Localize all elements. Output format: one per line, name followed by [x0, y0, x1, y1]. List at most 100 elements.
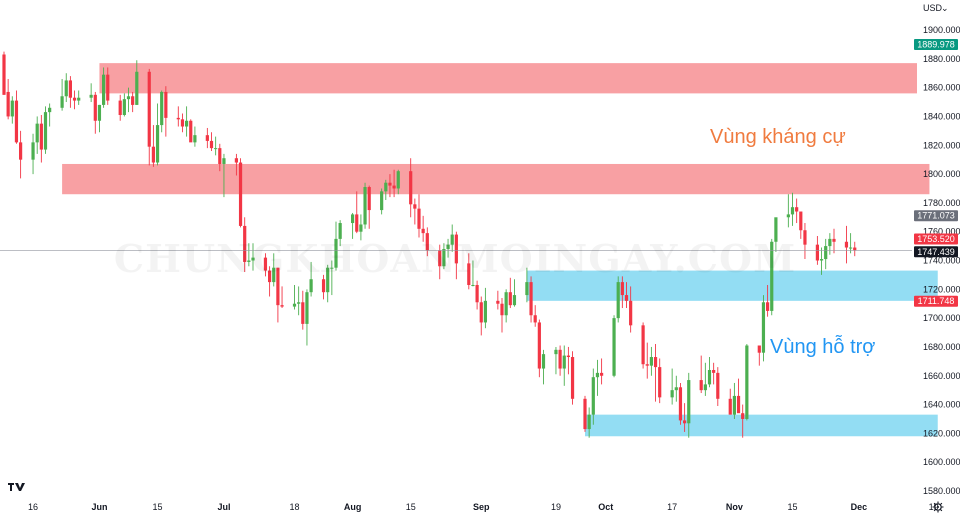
candle [849, 233, 853, 254]
x-axis[interactable]: 16Jun15Jul18Aug15Sep19Oct17Nov15Dec19 [28, 502, 939, 512]
candle-body [301, 302, 305, 324]
candle [247, 243, 251, 267]
candle [151, 125, 155, 167]
candle [388, 174, 392, 198]
candle-body [570, 357, 575, 399]
candle [645, 342, 649, 379]
candle [234, 153, 238, 176]
watermark: CHUNGKHOANMOINGAY.COM [114, 236, 796, 281]
support-label: Vùng hỗ trợ [770, 335, 875, 358]
candle [326, 264, 330, 303]
candle [272, 253, 276, 287]
candle-body [562, 355, 566, 369]
candle [160, 90, 164, 133]
candle-body [380, 191, 384, 211]
candle [180, 113, 185, 133]
candle-body [93, 94, 97, 121]
candle [297, 286, 301, 316]
candle [504, 289, 508, 323]
candle-body [268, 270, 272, 283]
candle-body [164, 91, 168, 118]
candle-body [786, 214, 790, 218]
candle [624, 282, 629, 309]
candle [790, 192, 795, 226]
candle-body [39, 123, 43, 150]
candle [600, 358, 604, 385]
candle-body [799, 211, 803, 231]
y-tick-label: 1840.000 [923, 111, 960, 121]
candle-body [234, 158, 238, 163]
candle [658, 358, 662, 404]
candle-body [587, 414, 591, 430]
candle-body [732, 395, 736, 415]
candle-body [292, 303, 297, 307]
candle [301, 290, 305, 330]
candle [716, 367, 720, 407]
candle [442, 243, 446, 270]
candle [135, 60, 139, 105]
candle [537, 319, 541, 378]
candle [467, 253, 471, 290]
price-tag [914, 210, 958, 222]
candle [732, 382, 736, 419]
candle-body [736, 395, 741, 414]
candle [699, 355, 703, 394]
candle [475, 280, 479, 310]
candle [629, 286, 633, 333]
candle-body [176, 117, 180, 120]
currency-menu[interactable]: USD ⌄ [923, 3, 949, 13]
candle [591, 368, 595, 425]
candle-body [566, 355, 570, 358]
candle [512, 279, 517, 307]
candle [6, 78, 10, 120]
candle [454, 231, 458, 280]
candle [176, 106, 180, 127]
candle [566, 346, 570, 375]
settings-gear-icon[interactable] [932, 501, 944, 513]
candle-body [467, 263, 471, 285]
candle-body [600, 372, 604, 376]
candle-body [707, 369, 712, 385]
candle-body [43, 112, 48, 150]
candle-body [35, 123, 39, 143]
candle-body [222, 158, 226, 164]
candle-body [728, 398, 732, 415]
candle-body [500, 303, 504, 316]
candle-body [77, 97, 81, 101]
candle-body [616, 282, 620, 319]
candle [533, 305, 537, 327]
y-tick-label: 1740.000 [923, 256, 960, 266]
candles-layer [2, 51, 857, 438]
candle-body [824, 246, 828, 260]
candle-body [68, 80, 72, 98]
candle [687, 372, 691, 438]
candle [77, 90, 81, 105]
candle [380, 188, 384, 215]
support-zone [585, 414, 938, 437]
candle [64, 73, 68, 103]
candle-body [135, 71, 139, 105]
candle [728, 388, 732, 415]
tradingview-logo-icon[interactable] [5, 479, 25, 494]
candle-body [712, 369, 716, 373]
y-tick-label: 1580.000 [923, 486, 960, 496]
candle-body [554, 349, 558, 355]
candle [707, 357, 712, 388]
y-tick-label: 1720.000 [923, 284, 960, 294]
candle [102, 67, 106, 108]
candle [649, 346, 653, 376]
candle-body [649, 357, 653, 366]
y-axis[interactable]: 1580.000 1600.000 1620.000 1640.000 1660.000… [923, 25, 960, 496]
candle-body [653, 357, 658, 368]
candle [155, 103, 160, 166]
candle [529, 276, 533, 323]
candle-body [770, 241, 774, 311]
candle [670, 368, 674, 405]
candle [612, 315, 616, 378]
candle [189, 119, 193, 143]
candle [409, 158, 413, 218]
candle [496, 290, 500, 310]
price-tag [914, 246, 958, 258]
candle [844, 225, 849, 264]
